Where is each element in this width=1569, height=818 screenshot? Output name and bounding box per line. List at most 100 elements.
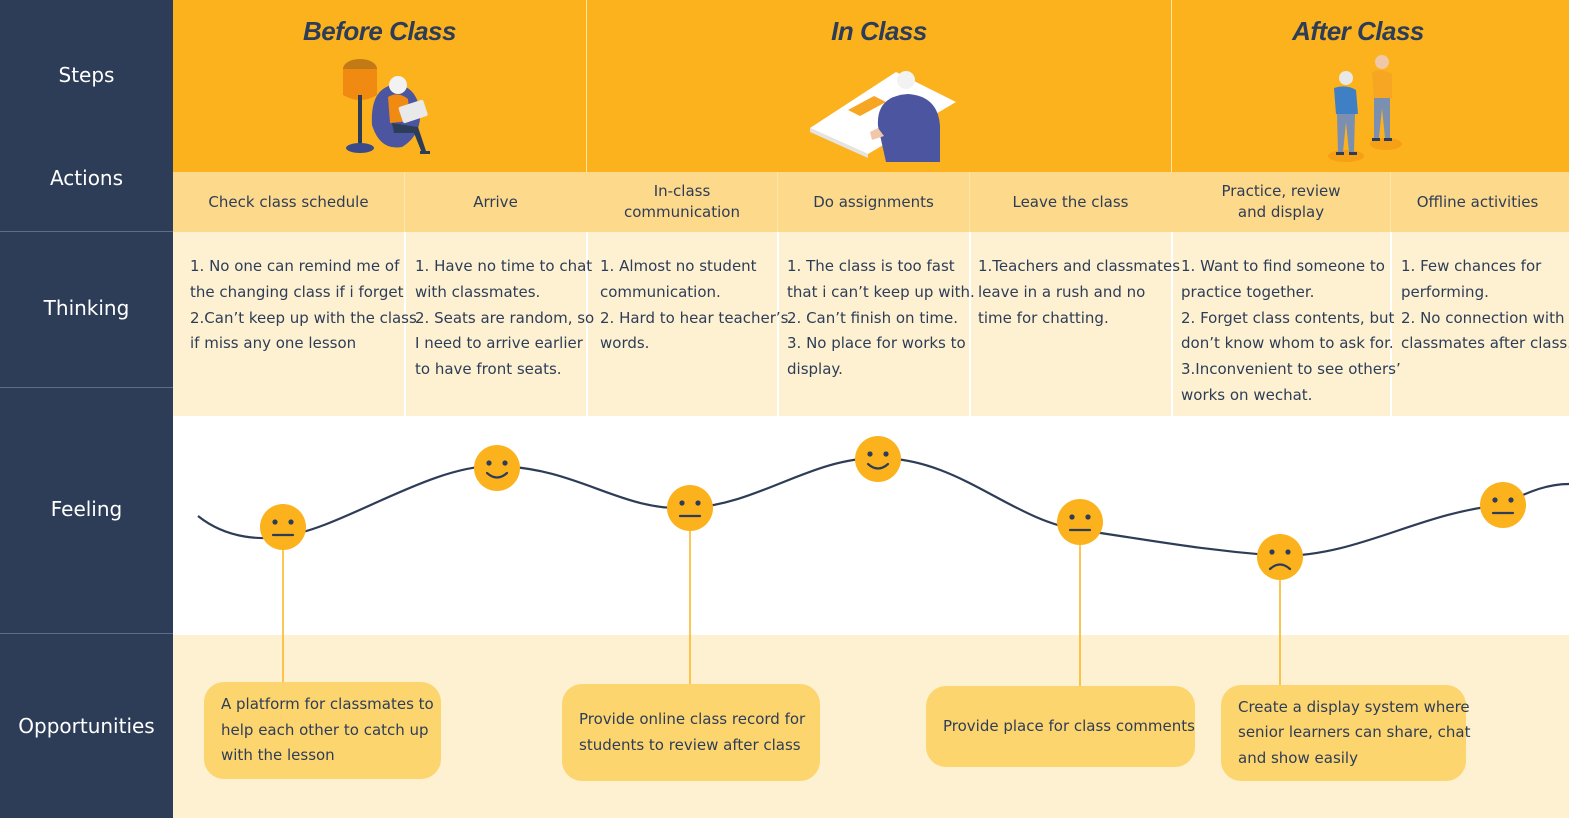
- thinking-line: 1. The class is too fast: [787, 257, 955, 275]
- two-people-talking-illustration: [1328, 55, 1402, 162]
- action-cell: Check class schedule: [173, 172, 404, 232]
- student-with-laptop-illustration: [343, 59, 430, 154]
- thinking-line: display.: [787, 360, 843, 379]
- opportunity-line: Create a display system where: [1238, 697, 1470, 716]
- cell-divider: [969, 232, 971, 416]
- action-label: Check class schedule: [208, 192, 369, 211]
- opportunity-line: Provide place for class comments: [943, 716, 1195, 735]
- thinking-cell: 1. Almost no student communication. 2. H…: [600, 254, 788, 357]
- opportunity-line: help each other to catch up: [221, 720, 429, 739]
- actions-band: [173, 172, 1569, 232]
- thinking-line: 3. No place for works to: [787, 334, 966, 353]
- thinking-cell: 1. No one can remind me of the changing …: [190, 254, 417, 357]
- opportunity-line: and show easily: [1238, 748, 1358, 767]
- opportunity-line: with the lesson: [221, 746, 335, 765]
- happy-face-icon: [855, 436, 901, 482]
- thinking-line: performing.: [1401, 282, 1489, 301]
- phase-divider: [586, 0, 587, 232]
- row-label-steps: Steps: [58, 63, 115, 87]
- thinking-line: 2.Can’t keep up with the class: [190, 308, 417, 327]
- cell-divider: [1390, 232, 1392, 416]
- sidebar-divider: [0, 633, 173, 634]
- thinking-line: with classmates.: [415, 282, 541, 301]
- thinking-line: works on wechat.: [1181, 385, 1313, 404]
- thinking-line: 1. Have no time to chat: [415, 257, 593, 275]
- thinking-line: I need to arrive earlier: [415, 334, 583, 353]
- thinking-line: 2. Forget class contents, but: [1181, 308, 1395, 327]
- cell-divider: [1390, 172, 1391, 232]
- cell-divider: [586, 232, 588, 416]
- opportunity-box: Create a display system where senior lea…: [1221, 685, 1470, 781]
- sad-face-icon: [1257, 534, 1303, 580]
- action-label: Practice, review: [1221, 182, 1341, 200]
- cell-divider: [777, 172, 778, 232]
- opportunity-box: Provide place for class comments: [926, 686, 1195, 767]
- thinking-line: time for chatting.: [978, 308, 1109, 327]
- thinking-cell: 1. Want to find someone to practice toge…: [1181, 254, 1401, 409]
- phase-title-before-class: Before Class: [303, 16, 456, 46]
- thinking-cell: 1. Few chances for performing. 2. No con…: [1401, 254, 1569, 357]
- action-cell: Practice, review and display: [1172, 172, 1390, 232]
- thinking-line: 2. Can’t finish on time.: [787, 308, 958, 327]
- thinking-line: to have front seats.: [415, 360, 562, 379]
- action-cell: Offline activities: [1391, 172, 1564, 232]
- thinking-line: 2. Hard to hear teacher’s: [600, 308, 789, 327]
- action-cell: Arrive: [405, 172, 586, 232]
- opportunity-line: students to review after class: [579, 735, 801, 754]
- thinking-cell: 1. The class is too fast that i can’t ke…: [787, 254, 975, 383]
- thinking-line: 3.Inconvenient to see others’: [1181, 360, 1401, 379]
- thinking-line: communication.: [600, 282, 721, 301]
- row-label-actions: Actions: [49, 166, 124, 190]
- happy-face-icon: [474, 445, 520, 491]
- neutral-face-icon: [667, 485, 713, 531]
- action-label: Do assignments: [813, 192, 934, 211]
- thinking-line: 2. Seats are random, so: [415, 308, 595, 327]
- thinking-line: classmates after class.: [1401, 334, 1569, 353]
- thinking-line: 1.Teachers and classmates: [978, 257, 1181, 275]
- cell-divider: [404, 172, 405, 232]
- thinking-line: 1. Want to find someone to: [1181, 257, 1385, 275]
- thinking-line: that i can’t keep up with.: [787, 282, 975, 301]
- row-label-feeling: Feeling: [50, 497, 123, 521]
- thinking-line: leave in a rush and no: [978, 282, 1146, 301]
- row-label-thinking: Thinking: [43, 296, 130, 320]
- student-writing-illustration: [810, 71, 956, 162]
- thinking-line: 1. No one can remind me of: [190, 257, 400, 275]
- action-label: In-class: [653, 182, 711, 200]
- action-label: and display: [1237, 203, 1325, 221]
- neutral-face-icon: [1480, 482, 1526, 528]
- neutral-face-icon: [260, 504, 306, 550]
- phase-title-after-class: After Class: [1292, 16, 1424, 46]
- action-label: communication: [623, 203, 740, 221]
- cell-divider: [404, 232, 406, 416]
- row-label-sidebar: [0, 0, 173, 818]
- row-label-opportunities: Opportunities: [18, 714, 155, 738]
- phase-divider: [1171, 0, 1172, 232]
- opportunity-line: Provide online class record for: [579, 710, 806, 728]
- thinking-line: 2. No connection with: [1401, 308, 1565, 327]
- thinking-cell: 1.Teachers and classmates leave in a rus…: [978, 254, 1180, 331]
- thinking-cell: 1. Have no time to chat with classmates.…: [415, 254, 594, 383]
- opportunity-box: A platform for classmates to help each o…: [204, 682, 441, 779]
- thinking-line: practice together.: [1181, 282, 1315, 301]
- cell-divider: [1171, 232, 1173, 416]
- sidebar-divider: [0, 231, 173, 232]
- thinking-line: the changing class if i forget: [190, 282, 404, 301]
- thinking-line: 1. Almost no student: [600, 257, 757, 275]
- thinking-line: 1. Few chances for: [1401, 257, 1542, 275]
- phase-title-in-class: In Class: [831, 16, 927, 46]
- action-cell: Do assignments: [778, 172, 969, 232]
- opportunity-box: Provide online class record for students…: [562, 684, 820, 781]
- thinking-line: words.: [600, 334, 650, 353]
- action-label: Offline activities: [1416, 192, 1539, 211]
- opportunity-line: senior learners can share, chat: [1238, 723, 1471, 742]
- thinking-line: if miss any one lesson: [190, 334, 357, 353]
- action-label: Arrive: [473, 192, 518, 211]
- thinking-line: don’t know whom to ask for.: [1181, 334, 1394, 353]
- action-cell: Leave the class: [970, 172, 1171, 232]
- opportunity-line: A platform for classmates to: [221, 695, 434, 714]
- cell-divider: [777, 232, 779, 416]
- sidebar-divider: [0, 387, 173, 388]
- neutral-face-icon: [1057, 499, 1103, 545]
